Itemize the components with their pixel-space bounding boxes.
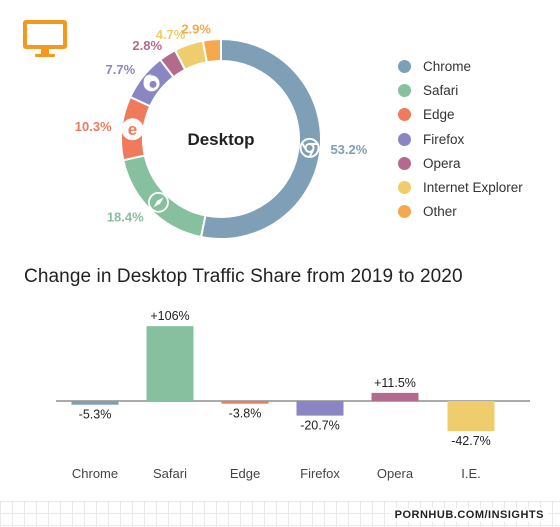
bar-value-label-chrome: -5.3% <box>79 408 112 422</box>
bar-opera <box>371 392 419 401</box>
legend: Chrome Safari Edge Firefox Opera Interne… <box>398 54 523 224</box>
bar-category-label-opera: Opera <box>377 466 414 481</box>
donut-value-label-firefox: 7.7% <box>106 62 136 77</box>
legend-swatch <box>398 132 411 146</box>
bar-value-label-opera: +11.5% <box>374 376 416 390</box>
legend-item-chrome: Chrome <box>398 54 523 78</box>
bar-value-label-i-e-: -42.7% <box>451 434 491 448</box>
legend-item-firefox: Firefox <box>398 127 523 151</box>
donut-chart <box>120 37 322 240</box>
donut-value-label-other: 2.9% <box>181 21 211 36</box>
bar-value-label-safari: +106% <box>150 309 189 323</box>
bar-i-e- <box>447 401 495 432</box>
donut-slice-safari <box>122 154 207 239</box>
bar-category-label-safari: Safari <box>153 466 187 481</box>
bar-chrome <box>71 401 119 405</box>
legend-swatch <box>398 156 411 170</box>
bar-category-label-edge: Edge <box>230 466 260 481</box>
legend-item-opera: Opera <box>398 151 523 175</box>
donut-value-label-safari: 18.4% <box>107 209 144 224</box>
edge-icon: e <box>121 118 144 141</box>
bar-category-label-i-e-: I.E. <box>461 466 481 481</box>
bar-chart: -5.3% Chrome +106% Safari -3.8% Edge -20.7% Fir… <box>56 309 530 481</box>
donut-value-label-opera: 2.8% <box>132 38 162 53</box>
legend-swatch <box>398 83 411 97</box>
legend-label: Safari <box>423 82 459 98</box>
legend-label: Other <box>423 204 457 220</box>
legend-item-internet-explorer: Internet Explorer <box>398 175 523 199</box>
legend-label: Edge <box>423 107 455 123</box>
bar-chart-title: Change in Desktop Traffic Share from 201… <box>24 266 463 287</box>
legend-swatch <box>398 59 411 73</box>
firefox-icon <box>143 74 160 92</box>
legend-item-edge: Edge <box>398 103 523 127</box>
bar-edge <box>221 401 269 404</box>
svg-text:e: e <box>128 120 137 139</box>
legend-swatch <box>398 108 411 122</box>
donut-value-label-edge: 10.3% <box>75 119 112 134</box>
donut-slice-other <box>201 37 222 64</box>
bar-value-label-firefox: -20.7% <box>300 419 340 433</box>
legend-label: Internet Explorer <box>423 180 523 196</box>
legend-swatch <box>398 181 411 195</box>
bar-firefox <box>296 401 344 416</box>
bar-value-label-edge: -3.8% <box>229 407 262 421</box>
safari-icon <box>148 191 169 213</box>
donut-value-label-chrome: 53.2% <box>330 142 367 157</box>
bar-category-label-chrome: Chrome <box>72 466 118 481</box>
legend-label: Opera <box>423 155 461 171</box>
source-label: PORNHUB.COM/INSIGHTS <box>390 508 548 522</box>
legend-item-other: Other <box>398 200 523 224</box>
donut-value-label-internet-explorer: 4.7% <box>156 27 186 42</box>
legend-label: Firefox <box>423 131 465 147</box>
bar-category-label-firefox: Firefox <box>300 466 340 481</box>
legend-swatch <box>398 205 411 219</box>
donut-value-labels: 53.2% 18.4% 10.3% 7.7% 2.8%4.7%2.9% e <box>75 21 368 224</box>
legend-item-safari: Safari <box>398 78 523 102</box>
legend-label: Chrome <box>423 58 472 74</box>
donut-center-label: Desktop <box>187 130 254 149</box>
monitor-icon <box>23 20 67 57</box>
donut-slice-chrome <box>199 37 322 240</box>
bar-safari <box>146 326 194 401</box>
chrome-icon <box>299 137 320 158</box>
